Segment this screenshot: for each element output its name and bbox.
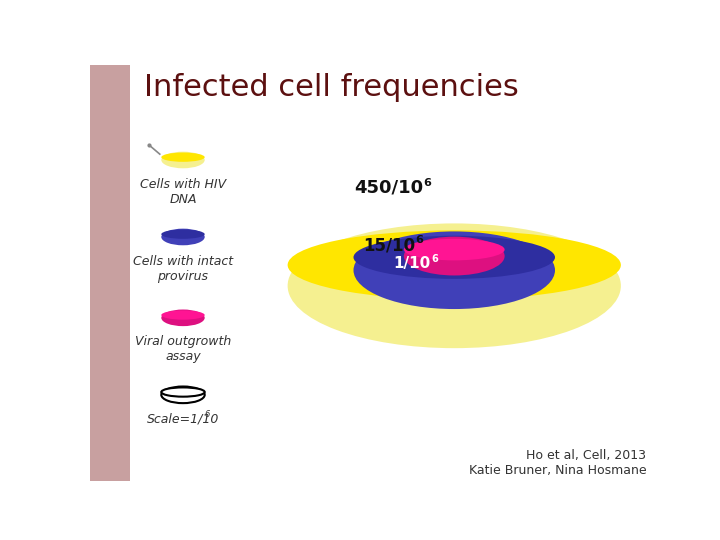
Text: 6: 6 bbox=[431, 254, 438, 264]
Text: 6: 6 bbox=[423, 178, 431, 187]
Ellipse shape bbox=[287, 224, 621, 348]
Text: 6: 6 bbox=[415, 235, 423, 245]
Ellipse shape bbox=[161, 228, 204, 245]
Ellipse shape bbox=[161, 310, 204, 320]
Text: Scale=1/10: Scale=1/10 bbox=[147, 413, 219, 426]
Ellipse shape bbox=[161, 152, 204, 168]
Text: 450/10: 450/10 bbox=[354, 179, 423, 197]
Ellipse shape bbox=[161, 387, 204, 403]
Text: 6: 6 bbox=[204, 410, 210, 419]
Text: Infected cell frequencies: Infected cell frequencies bbox=[144, 72, 519, 102]
Ellipse shape bbox=[161, 153, 204, 162]
Ellipse shape bbox=[161, 230, 204, 239]
Ellipse shape bbox=[404, 237, 505, 275]
Ellipse shape bbox=[404, 239, 505, 260]
Ellipse shape bbox=[354, 232, 555, 309]
FancyBboxPatch shape bbox=[90, 65, 130, 481]
Ellipse shape bbox=[161, 387, 204, 397]
Text: Cells with intact
provirus: Cells with intact provirus bbox=[133, 254, 233, 282]
Ellipse shape bbox=[287, 231, 621, 300]
Ellipse shape bbox=[161, 309, 204, 326]
Text: Viral outgrowth
assay: Viral outgrowth assay bbox=[135, 335, 231, 363]
Text: 15/10: 15/10 bbox=[364, 237, 415, 255]
Text: 1/10: 1/10 bbox=[394, 256, 431, 271]
Ellipse shape bbox=[354, 236, 555, 279]
Text: Ho et al, Cell, 2013
Katie Bruner, Nina Hosmane: Ho et al, Cell, 2013 Katie Bruner, Nina … bbox=[469, 449, 647, 477]
Text: Cells with HIV
DNA: Cells with HIV DNA bbox=[140, 178, 226, 206]
